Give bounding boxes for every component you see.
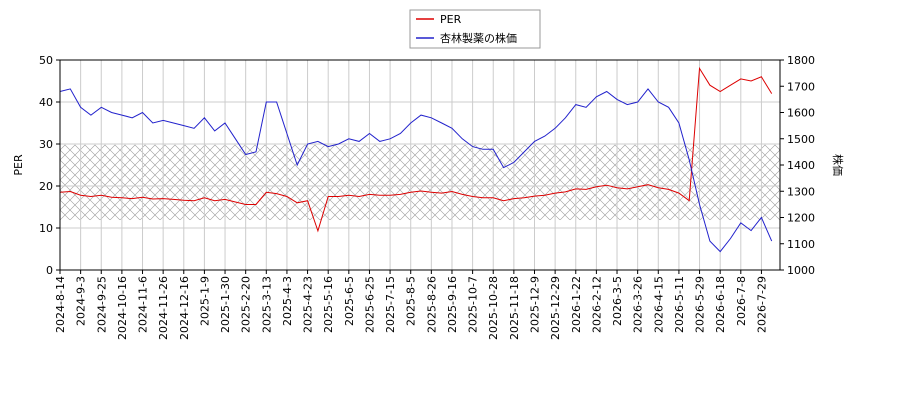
x-tick-label: 2024-11-26 (157, 276, 170, 340)
x-tick-label: 2025-11-18 (508, 276, 521, 340)
x-tick-label: 2026-7-29 (755, 276, 768, 333)
y2-tick-label: 1500 (787, 133, 815, 146)
x-tick-label: 2025-7-15 (384, 276, 397, 333)
x-tick-label: 2025-3-13 (260, 276, 273, 333)
series-line (59, 66, 773, 233)
y2-tick-label: 1600 (787, 107, 815, 120)
y2-tick-label: 1000 (787, 264, 815, 277)
x-tick-label: 2025-10-7 (467, 276, 480, 333)
y2-axis-label: 株価 (831, 154, 845, 176)
x-tick-label: 2024-9-25 (95, 276, 108, 333)
x-tick-label: 2025-6-5 (343, 276, 356, 326)
series-line (59, 88, 773, 253)
y2-tick-label: 1100 (787, 238, 815, 251)
x-tick-label: 2025-10-28 (487, 276, 500, 340)
x-tick-label: 2024-11-6 (137, 276, 150, 333)
y2-tick-label: 1700 (787, 80, 815, 93)
x-tick-label: 2025-4-23 (302, 276, 315, 333)
legend-label: 杏林製薬の株価 (440, 31, 517, 45)
x-tick-label: 2026-2-12 (590, 276, 603, 333)
y-tick-label: 30 (39, 138, 53, 151)
x-tick-label: 2025-1-30 (219, 276, 232, 333)
x-tick-label: 2025-12-29 (549, 276, 562, 340)
x-tick-label: 2026-5-11 (673, 276, 686, 333)
y2-tick-label: 1800 (787, 54, 815, 67)
y2-tick-label: 1300 (787, 185, 815, 198)
x-tick-label: 2025-6-25 (363, 276, 376, 333)
y-tick-label: 10 (39, 222, 53, 235)
y-tick-label: 20 (39, 180, 53, 193)
x-tick-label: 2025-5-16 (322, 276, 335, 333)
range-band (60, 144, 780, 221)
x-tick-label: 2026-1-22 (570, 276, 583, 333)
x-tick-label: 2025-12-9 (528, 276, 541, 333)
plot (59, 59, 780, 271)
x-tick-label: 2024-12-16 (178, 276, 191, 340)
x-tick-label: 2026-4-15 (652, 276, 665, 333)
x-tick-label: 2026-3-5 (611, 276, 624, 326)
y-tick-label: 50 (39, 54, 53, 67)
x-tick-label: 2024-9-3 (75, 276, 88, 326)
y2-tick-label: 1400 (787, 159, 815, 172)
x-tick-label: 2024-8-14 (54, 276, 67, 333)
x-tick-label: 2026-5-29 (694, 276, 707, 333)
x-tick-label: 2025-9-16 (446, 276, 459, 333)
legend-box (409, 9, 541, 49)
y-axis-label: PER (12, 154, 25, 176)
legend-label: PER (440, 13, 462, 26)
legend: PER 杏林製薬の株価 (409, 9, 541, 49)
y-tick-label: 40 (39, 96, 53, 109)
x-tick-label: 2024-10-16 (116, 276, 129, 340)
x-tick-label: 2025-1-9 (198, 276, 211, 326)
x-tick-label: 2026-7-8 (735, 276, 748, 326)
x-tick-label: 2025-2-20 (240, 276, 253, 333)
x-tick-label: 2025-4-3 (281, 276, 294, 326)
x-tick-label: 2025-8-26 (425, 276, 438, 333)
x-tick-label: 2025-8-5 (405, 276, 418, 326)
y-tick-label: 0 (46, 264, 53, 277)
x-tick-label: 2026-6-18 (714, 276, 727, 333)
x-tick-label: 2026-3-26 (632, 276, 645, 333)
y2-tick-label: 1200 (787, 212, 815, 225)
